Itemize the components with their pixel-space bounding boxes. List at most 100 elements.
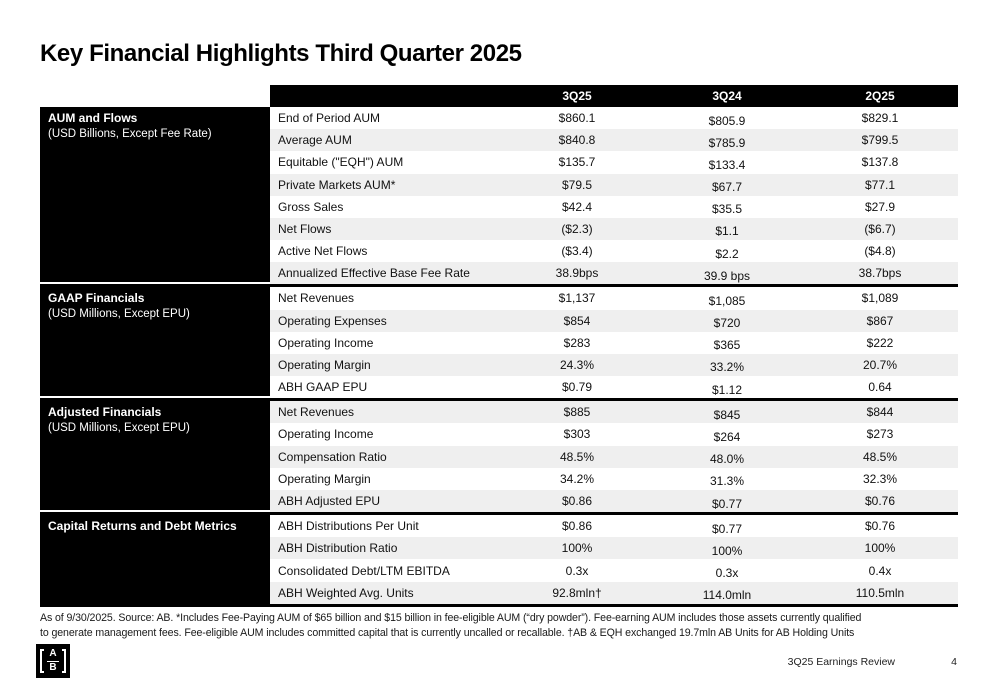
cell-value: $854 bbox=[563, 313, 591, 328]
cell-value: 34.2% bbox=[559, 471, 595, 486]
section-title: GAAP Financials bbox=[48, 291, 145, 306]
cell-value: ($2.3) bbox=[561, 221, 593, 236]
row-label: ABH Distributions Per Unit bbox=[278, 519, 419, 534]
section-subtitle: (USD Millions, Except EPU) bbox=[48, 307, 190, 320]
cell-value: $1.12 bbox=[711, 382, 743, 397]
cell-value: $867 bbox=[866, 313, 894, 328]
cell-value: $0.77 bbox=[711, 521, 743, 536]
table-row: Private Markets AUM* $79.5 $67.7 $77.1 bbox=[270, 173, 958, 196]
cell-value: ($6.7) bbox=[864, 221, 896, 236]
table-row: Average AUM $840.8 $785.9 $799.5 bbox=[270, 129, 958, 152]
cell-value: $829.1 bbox=[861, 111, 899, 126]
header-bar: 3Q25 3Q24 2Q25 bbox=[270, 85, 958, 107]
section-rows: Net Revenues $885 $845 $844 Operating Income… bbox=[270, 401, 958, 513]
cell-value: $273 bbox=[866, 427, 894, 442]
cell-value: $222 bbox=[866, 335, 894, 350]
cell-value: $1.1 bbox=[715, 224, 739, 239]
cell-value: $844 bbox=[866, 405, 894, 420]
cell-value: $365 bbox=[713, 338, 741, 353]
cell-value: $0.76 bbox=[864, 494, 896, 508]
row-label: Operating Income bbox=[278, 427, 374, 442]
cell-value: 100% bbox=[561, 541, 593, 556]
row-label: End of Period AUM bbox=[278, 111, 381, 126]
row-label: ABH GAAP EPU bbox=[278, 380, 368, 395]
section-title: Capital Returns and Debt Metrics bbox=[48, 519, 237, 534]
table-row: Gross Sales $42.4 $35.5 $27.9 bbox=[270, 196, 958, 218]
cell-value: 114.0mln bbox=[702, 588, 752, 603]
table-row: Operating Margin 24.3% 33.2% 20.7% bbox=[270, 353, 958, 377]
table-row: Compensation Ratio 48.5% 48.0% 48.5% bbox=[270, 445, 958, 468]
table-row: ABH Weighted Avg. Units 92.8mln† 114.0mln 1… bbox=[270, 581, 958, 604]
table-row: Net Flows ($2.3) $1.1 ($6.7) bbox=[270, 217, 958, 241]
section-header: Capital Returns and Debt Metrics bbox=[40, 515, 270, 604]
table-row: Operating Income $303 $264 $273 bbox=[270, 423, 958, 445]
cell-value: 38.7bps bbox=[858, 266, 902, 281]
cell-value: $0.77 bbox=[711, 496, 743, 511]
table-row: ABH GAAP EPU $0.79 $1.12 0.64 bbox=[270, 376, 958, 398]
cell-value: 0.4x bbox=[868, 563, 892, 578]
row-label: ABH Weighted Avg. Units bbox=[278, 585, 414, 600]
ab-logo-divider bbox=[47, 660, 59, 662]
cell-value: 48.5% bbox=[559, 449, 595, 464]
column-header-2q25: 2Q25 bbox=[865, 89, 895, 103]
footnote-line-2: to generate management fees. Fee-eligibl… bbox=[40, 626, 855, 639]
cell-value: $27.9 bbox=[864, 199, 896, 214]
cell-value: $0.86 bbox=[561, 519, 593, 534]
cell-value: 38.9bps bbox=[555, 266, 599, 281]
cell-value: 31.3% bbox=[709, 474, 745, 489]
table-section-2: GAAP Financials (USD Millions, Except EPU… bbox=[40, 284, 958, 399]
section-rows: ABH Distributions Per Unit $0.86 $0.77 $0.7… bbox=[270, 515, 958, 604]
cell-value: $77.1 bbox=[864, 177, 896, 192]
section-header: AUM and Flows (USD Billions, Except Fee R… bbox=[40, 107, 270, 283]
row-label: Gross Sales bbox=[278, 199, 344, 214]
cell-value: $845 bbox=[713, 407, 741, 422]
table-row: Net Revenues $1,137 $1,085 $1,089 bbox=[270, 287, 958, 309]
cell-value: 48.0% bbox=[709, 452, 745, 467]
table-row: Active Net Flows ($3.4) $2.2 ($4.8) bbox=[270, 240, 958, 262]
cell-value: 33.2% bbox=[709, 360, 745, 375]
ab-logo-brackets: A B bbox=[40, 649, 66, 673]
cell-value: 20.7% bbox=[862, 357, 898, 372]
cell-value: $79.5 bbox=[561, 177, 593, 192]
header-spacer bbox=[40, 85, 270, 107]
table-row: Annualized Effective Base Fee Rate 38.9bp… bbox=[270, 262, 958, 285]
row-label: Operating Margin bbox=[278, 357, 371, 372]
table-section-1: AUM and Flows (USD Billions, Except Fee R… bbox=[40, 107, 958, 285]
section-title: AUM and Flows bbox=[48, 111, 138, 125]
cell-value: 110.5mln bbox=[855, 585, 905, 600]
cell-value: $133.4 bbox=[708, 157, 746, 172]
cell-value: $2.2 bbox=[715, 246, 739, 261]
row-label: Operating Income bbox=[278, 335, 374, 350]
financial-table: 3Q25 3Q24 2Q25 AUM and Flows (USD Billion… bbox=[40, 85, 958, 607]
row-label: Active Net Flows bbox=[278, 244, 368, 259]
cell-value: ($3.4) bbox=[561, 244, 593, 259]
row-label: ABH Adjusted EPU bbox=[278, 494, 381, 508]
cell-value: $840.8 bbox=[558, 133, 596, 148]
footnote: As of 9/30/2025. Source: AB. *Includes F… bbox=[40, 611, 962, 640]
table-section-4: Capital Returns and Debt Metrics ABH Dist… bbox=[40, 512, 958, 607]
table-section-3: Adjusted Financials (USD Millions, Except… bbox=[40, 398, 958, 513]
cell-value: 100% bbox=[864, 541, 896, 556]
cell-value: $35.5 bbox=[711, 202, 743, 217]
cell-value: 39.9 bps bbox=[703, 268, 751, 283]
section-header: Adjusted Financials (USD Millions, Except… bbox=[40, 401, 270, 511]
row-label: Operating Margin bbox=[278, 471, 371, 486]
cell-value: 48.5% bbox=[862, 449, 898, 464]
cell-value: $799.5 bbox=[861, 133, 899, 148]
table-row: Equitable ("EQH") AUM $135.7 $133.4 $137.8 bbox=[270, 151, 958, 173]
section-header: GAAP Financials (USD Millions, Except EPU… bbox=[40, 287, 270, 397]
cell-value: $805.9 bbox=[708, 113, 746, 128]
cell-value: $885 bbox=[563, 405, 591, 420]
section-rows: End of Period AUM $860.1 $805.9 $829.1 Avera… bbox=[270, 107, 958, 285]
cell-value: 24.3% bbox=[559, 357, 595, 372]
footer-deck-title: 3Q25 Earnings Review bbox=[787, 656, 895, 668]
table-row: ABH Distribution Ratio 100% 100% 100% bbox=[270, 537, 958, 560]
bracket-right-icon bbox=[62, 649, 66, 673]
cell-value: 32.3% bbox=[862, 471, 898, 486]
table-header-row: 3Q25 3Q24 2Q25 bbox=[40, 85, 958, 107]
section-subtitle: (USD Billions, Except Fee Rate) bbox=[48, 127, 212, 140]
cell-value: 0.64 bbox=[868, 380, 892, 395]
row-label: Net Revenues bbox=[278, 405, 355, 420]
cell-value: $0.76 bbox=[864, 519, 896, 534]
